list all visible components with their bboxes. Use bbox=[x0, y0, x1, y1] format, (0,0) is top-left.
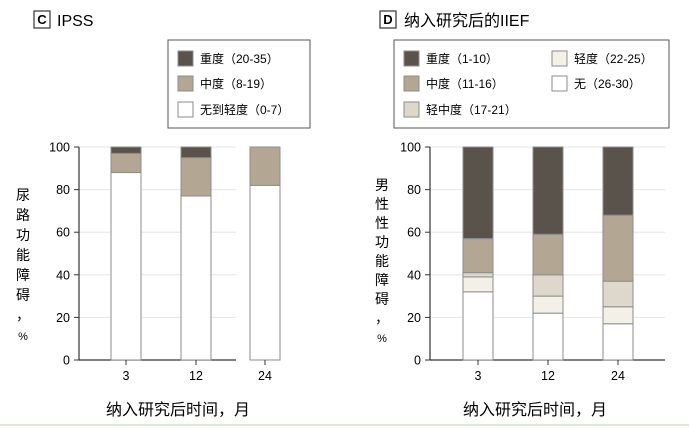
legend-label-mild_moderate: 轻中度（17-21） bbox=[426, 102, 517, 117]
bar-segment-moderate bbox=[249, 146, 281, 186]
legend-swatch-severe bbox=[403, 50, 420, 67]
panel-letter: D bbox=[383, 12, 392, 27]
bar-segment-moderate bbox=[602, 214, 634, 282]
panel-title: 纳入研究后的IIEF bbox=[404, 12, 530, 30]
y-tick-label: 20 bbox=[56, 311, 70, 325]
bar-segment-mild bbox=[532, 295, 564, 314]
bar-segment-severe bbox=[110, 146, 142, 154]
legend-label-severe: 重度（1-10） bbox=[426, 51, 498, 66]
bar-segment-none bbox=[249, 184, 281, 361]
legend-label-none: 无（26-30） bbox=[574, 77, 641, 91]
y-tick-label: 40 bbox=[56, 268, 70, 282]
panel-letter-box bbox=[33, 10, 51, 29]
legend-swatch-severe bbox=[177, 50, 194, 67]
bar-segment-moderate bbox=[462, 238, 494, 274]
legend-label-moderate: 中度（8-19） bbox=[200, 76, 272, 91]
legend-label-none: 无到轻度（0-7） bbox=[200, 102, 289, 117]
x-tick-label: 12 bbox=[541, 369, 555, 383]
y-tick-label: 100 bbox=[49, 141, 70, 155]
legend-swatch-mild bbox=[551, 50, 568, 67]
x-tick-label: 24 bbox=[258, 369, 272, 383]
bottom-divider bbox=[0, 424, 689, 426]
panel-letter: C bbox=[37, 12, 47, 27]
legend-swatch-mild_moderate bbox=[403, 101, 420, 118]
y-tick-label: 60 bbox=[56, 226, 70, 240]
y-axis-title: 尿路功能障碍，% bbox=[16, 187, 30, 343]
x-axis-title: 纳入研究后时间，月 bbox=[106, 401, 250, 419]
legend-swatch-none bbox=[551, 75, 568, 92]
panel-c: C IPSS 重度（20-35） 中度（8-19） 无到轻度（0-7） 0 20 40 60 80… bbox=[16, 10, 311, 419]
y-axis-title: 男性性功能障碍，% bbox=[375, 177, 389, 345]
y-tick-label: 80 bbox=[56, 183, 70, 197]
x-axis-title: 纳入研究后时间，月 bbox=[463, 401, 607, 419]
bar-segment-severe bbox=[532, 146, 564, 235]
x-tick-label: 3 bbox=[123, 369, 130, 383]
panel-title: IPSS bbox=[57, 13, 93, 30]
y-tick-label: 0 bbox=[414, 354, 421, 368]
bar-segment-none bbox=[602, 323, 634, 361]
legend-swatch-moderate bbox=[403, 75, 420, 92]
legend: 重度（1-10） 中度（11-16） 轻中度（17-21） 轻度（22-25） 无（26… bbox=[393, 39, 670, 129]
legend-label-mild: 轻度（22-25） bbox=[574, 51, 653, 66]
y-tick-label: 0 bbox=[63, 354, 70, 368]
bar-segment-none bbox=[532, 312, 564, 361]
legend-label-moderate: 中度（11-16） bbox=[426, 76, 504, 91]
x-tick-label: 3 bbox=[475, 369, 482, 383]
legend-label-severe: 重度（20-35） bbox=[200, 51, 279, 66]
legend-swatch-moderate bbox=[177, 75, 194, 92]
panel-d: D 纳入研究后的IIEF 重度（1-10） 中度（11-16） 轻中度（17-21） 轻度… bbox=[375, 10, 670, 419]
y-tick-label: 40 bbox=[407, 268, 421, 282]
legend: 重度（20-35） 中度（8-19） 无到轻度（0-7） bbox=[167, 39, 311, 129]
bar-segment-mild_moderate bbox=[462, 272, 494, 278]
panel-letter-box bbox=[379, 10, 397, 29]
bar-segment-severe bbox=[180, 146, 212, 159]
bar-segment-moderate bbox=[180, 157, 212, 197]
y-tick-label: 80 bbox=[407, 183, 421, 197]
bar-segment-severe bbox=[462, 146, 494, 240]
bar-segment-none bbox=[110, 172, 142, 361]
bar-segment-moderate bbox=[532, 233, 564, 276]
legend-swatch-none bbox=[177, 101, 194, 118]
legend-box bbox=[393, 39, 670, 129]
y-tick-label: 60 bbox=[407, 226, 421, 240]
bar-segment-mild_moderate bbox=[602, 280, 634, 308]
y-tick-label: 100 bbox=[400, 141, 421, 155]
bar-segment-severe bbox=[602, 146, 634, 216]
bar-segment-moderate bbox=[110, 152, 142, 174]
y-tick-label: 20 bbox=[407, 311, 421, 325]
bar-segment-mild bbox=[462, 276, 494, 293]
x-tick-label: 12 bbox=[189, 369, 203, 383]
bar-segment-mild_moderate bbox=[532, 274, 564, 297]
bar-segment-none bbox=[462, 291, 494, 361]
bar-segment-none bbox=[180, 195, 212, 361]
x-tick-label: 24 bbox=[611, 369, 625, 383]
bar-segment-mild bbox=[602, 306, 634, 325]
